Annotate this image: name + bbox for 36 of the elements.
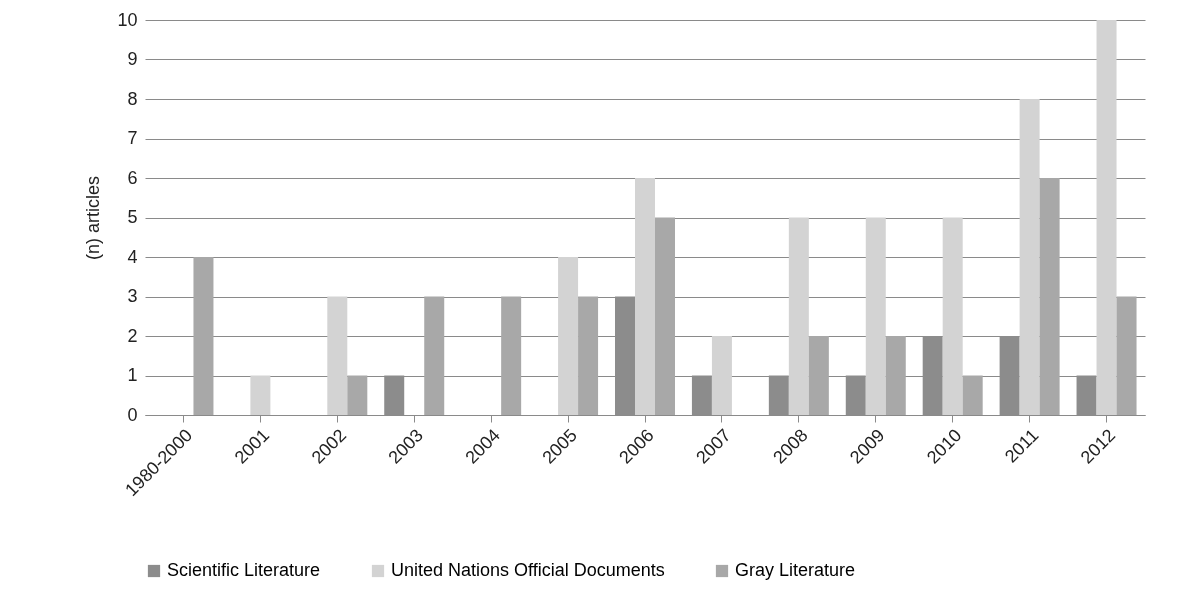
bar (885, 336, 906, 415)
bar (962, 375, 983, 415)
bar (327, 296, 348, 415)
y-tick-label: 4 (127, 246, 138, 267)
y-tick-label: 6 (127, 167, 138, 188)
y-tick-label: 5 (127, 207, 138, 227)
bar (1096, 20, 1117, 415)
bar (193, 257, 214, 415)
bar (865, 217, 886, 415)
bar (635, 178, 655, 415)
bar (655, 217, 675, 415)
y-tick-label: 0 (127, 404, 138, 425)
bar (942, 217, 963, 415)
bar (347, 375, 368, 415)
bar (558, 257, 579, 415)
bar (808, 336, 829, 415)
bar (250, 375, 271, 415)
y-tick-label: 7 (127, 128, 138, 148)
legend-label: United Nations Official Documents (391, 560, 665, 580)
legend-label: Scientific Literature (167, 560, 321, 580)
y-axis-title: (n) articles (83, 175, 104, 261)
y-tick-label: 2 (127, 325, 138, 346)
bar (578, 296, 599, 415)
bar (1019, 99, 1040, 415)
y-tick-label: 3 (127, 286, 138, 306)
y-tick-label: 1 (127, 365, 138, 385)
bar (711, 336, 732, 415)
bar (1116, 296, 1137, 415)
legend-label: Gray Literature (735, 560, 856, 580)
bar (1039, 178, 1060, 415)
bar (788, 217, 809, 415)
y-tick-label: 9 (127, 49, 138, 69)
bar (501, 296, 522, 415)
y-tick-label: 10 (117, 9, 138, 30)
y-tick-label: 8 (127, 88, 138, 109)
bar (424, 296, 445, 415)
